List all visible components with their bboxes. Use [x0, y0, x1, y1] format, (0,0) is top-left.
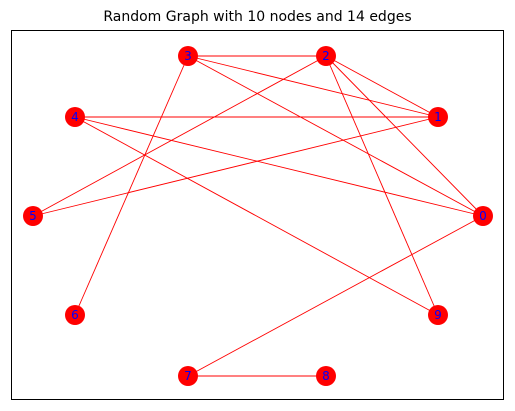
- node-label-8: 8: [322, 369, 330, 383]
- edge-5-1: [32, 116, 439, 217]
- edge-2-5: [32, 55, 327, 217]
- edges-layer: [32, 55, 484, 377]
- node-label-5: 5: [29, 209, 37, 223]
- axes-frame: [11, 30, 504, 400]
- edge-2-9: [325, 55, 439, 316]
- node-circle-0: [473, 206, 493, 226]
- edge-2-1: [325, 55, 439, 118]
- node-circle-2: [316, 46, 336, 66]
- node-circle-1: [428, 107, 448, 127]
- node-6: 6: [65, 305, 85, 325]
- node-5: 5: [23, 206, 43, 226]
- node-label-1: 1: [434, 110, 442, 124]
- node-3: 3: [178, 46, 198, 66]
- node-4: 4: [65, 107, 85, 127]
- edge-3-0: [187, 55, 484, 217]
- figure-title: Random Graph with 10 nodes and 14 edges: [103, 9, 412, 25]
- node-label-3: 3: [184, 49, 192, 63]
- node-9: 9: [428, 305, 448, 325]
- node-label-9: 9: [434, 308, 442, 322]
- edge-4-9: [74, 116, 439, 316]
- node-circle-9: [428, 305, 448, 325]
- node-circle-7: [178, 366, 198, 386]
- node-label-2: 2: [322, 49, 330, 63]
- node-label-0: 0: [479, 209, 487, 223]
- edge-3-1: [187, 55, 439, 118]
- node-7: 7: [178, 366, 198, 386]
- node-0: 0: [473, 206, 493, 226]
- node-circle-4: [65, 107, 85, 127]
- node-circle-3: [178, 46, 198, 66]
- node-2: 2: [316, 46, 336, 66]
- node-circle-6: [65, 305, 85, 325]
- node-label-4: 4: [71, 110, 79, 124]
- node-1: 1: [428, 107, 448, 127]
- edge-4-0: [74, 116, 484, 217]
- edge-2-0: [325, 55, 484, 217]
- node-8: 8: [316, 366, 336, 386]
- node-circle-8: [316, 366, 336, 386]
- nodes-layer: 0 1 2 3 4 5 6 7 8 9: [23, 46, 493, 386]
- node-circle-5: [23, 206, 43, 226]
- node-label-6: 6: [71, 308, 79, 322]
- edge-3-6: [74, 55, 189, 316]
- edge-0-7: [187, 215, 484, 377]
- node-label-7: 7: [184, 369, 192, 383]
